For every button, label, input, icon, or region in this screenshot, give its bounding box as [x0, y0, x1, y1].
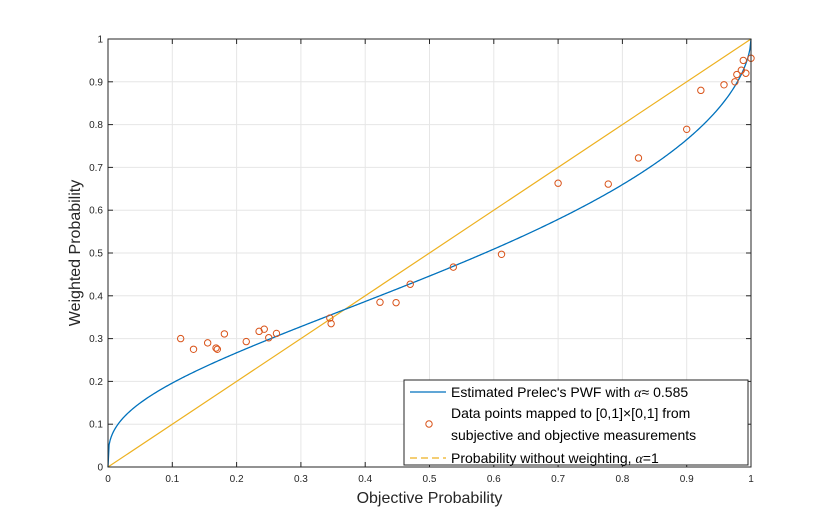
y-tick-label: 0.8	[89, 120, 103, 131]
x-tick-label: 0.2	[230, 474, 244, 485]
y-tick-label: 0.7	[89, 163, 103, 174]
data-point	[242, 337, 250, 346]
x-tick-label: 0	[105, 474, 111, 485]
data-point	[731, 78, 739, 86]
data-point	[203, 339, 212, 347]
x-tick-label: 0.6	[487, 474, 501, 485]
y-tick-label: 0.1	[89, 420, 103, 431]
x-tick-label: 0.9	[680, 474, 694, 485]
y-tick-label: 0.4	[89, 291, 103, 302]
data-point	[742, 69, 750, 77]
data-point	[392, 298, 400, 307]
data-point	[739, 56, 747, 65]
x-tick-label: 0.3	[294, 474, 308, 485]
data-point	[449, 263, 457, 271]
x-tick-label: 0.7	[551, 474, 565, 485]
data-point	[733, 70, 741, 79]
legend-label-prelec: Estimated Prelec's PWF with α≈ 0.585	[451, 384, 688, 401]
data-point	[497, 250, 506, 258]
data-point	[720, 81, 728, 89]
data-point	[272, 329, 281, 338]
data-points-layer	[176, 54, 755, 353]
data-point	[376, 298, 384, 306]
legend-label-identity: Probability without weighting, α=1	[451, 450, 659, 467]
data-point	[260, 325, 268, 333]
y-axis-label: Weighted Probability	[67, 180, 84, 326]
data-point	[634, 154, 643, 162]
y-tick-label: 1	[97, 35, 103, 46]
x-tick-label: 0.5	[423, 474, 437, 485]
legend-label-data-points-line1: Data points mapped to [0,1]×[0,1] from	[451, 405, 690, 421]
x-tick-label: 0.1	[165, 474, 179, 485]
data-point	[265, 334, 273, 342]
y-tick-label: 0	[97, 463, 103, 474]
identity-line-layer	[107, 38, 752, 468]
data-point	[697, 86, 705, 95]
data-point	[326, 314, 334, 322]
data-point	[327, 319, 335, 328]
y-tick-label: 0.3	[89, 334, 103, 345]
x-tick-labels: 0 0.1 0.2 0.3 0.4 0.5 0.6 0.7 0.8 0.9 1	[105, 474, 754, 485]
data-point	[604, 180, 612, 188]
data-point	[554, 179, 562, 187]
legend-swatch-data-points	[425, 420, 433, 428]
prelec-curve-layer	[107, 38, 752, 468]
data-point	[189, 345, 198, 353]
data-point	[406, 280, 414, 288]
prelec-curve	[107, 38, 752, 468]
data-point	[176, 334, 185, 343]
identity-line	[107, 38, 752, 468]
x-tick-label: 0.4	[358, 474, 372, 485]
y-tick-label: 0.5	[89, 249, 103, 260]
data-point	[220, 330, 229, 338]
y-tick-label: 0.2	[89, 377, 103, 388]
x-axis-label: Objective Probability	[357, 490, 503, 507]
data-point	[212, 344, 220, 352]
x-tick-label: 0.8	[615, 474, 629, 485]
y-tick-labels: 0 0.1 0.2 0.3 0.4 0.5 0.6 0.7 0.8 0.9 1	[89, 35, 103, 474]
legend-box	[403, 379, 749, 466]
data-point	[213, 345, 222, 353]
data-point	[683, 125, 691, 134]
legend: Estimated Prelec's PWF with α≈ 0.585 Dat…	[403, 379, 749, 467]
legend-label-data-points-line2: subjective and objective measurements	[451, 427, 696, 443]
x-tick-label: 1	[748, 474, 754, 485]
y-tick-label: 0.6	[89, 206, 103, 217]
y-tick-label: 0.9	[89, 77, 103, 88]
